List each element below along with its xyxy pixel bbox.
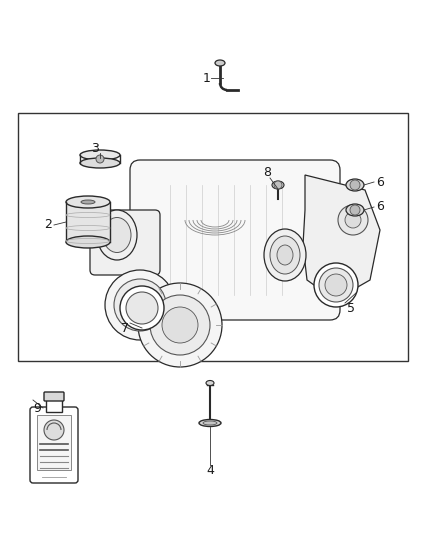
- Bar: [46, 398, 62, 412]
- Circle shape: [274, 181, 282, 189]
- FancyBboxPatch shape: [30, 407, 78, 483]
- Text: 4: 4: [206, 464, 214, 477]
- Circle shape: [44, 420, 64, 440]
- Ellipse shape: [80, 158, 120, 168]
- Circle shape: [124, 289, 156, 321]
- Ellipse shape: [346, 179, 364, 191]
- Ellipse shape: [277, 245, 293, 265]
- Bar: [66, 202, 110, 242]
- Ellipse shape: [206, 381, 214, 385]
- Text: 1: 1: [203, 71, 211, 85]
- Text: 6: 6: [376, 200, 384, 214]
- Ellipse shape: [346, 204, 364, 216]
- Text: 2: 2: [44, 219, 52, 231]
- Polygon shape: [303, 175, 380, 300]
- Circle shape: [314, 263, 358, 307]
- Circle shape: [325, 274, 347, 296]
- Text: 9: 9: [33, 401, 41, 415]
- Text: 3: 3: [91, 141, 99, 155]
- Circle shape: [162, 307, 198, 343]
- Circle shape: [138, 283, 222, 367]
- Circle shape: [126, 292, 158, 324]
- Circle shape: [96, 155, 104, 163]
- Ellipse shape: [215, 60, 225, 66]
- Ellipse shape: [103, 217, 131, 253]
- Bar: [37, 415, 71, 470]
- Ellipse shape: [97, 210, 137, 260]
- Text: 5: 5: [347, 302, 355, 314]
- Text: 8: 8: [263, 166, 271, 180]
- Ellipse shape: [270, 236, 300, 274]
- Ellipse shape: [80, 150, 120, 160]
- FancyBboxPatch shape: [44, 392, 64, 401]
- Ellipse shape: [203, 421, 217, 425]
- Ellipse shape: [66, 236, 110, 248]
- Circle shape: [120, 286, 164, 330]
- Ellipse shape: [81, 200, 95, 204]
- Ellipse shape: [199, 419, 221, 426]
- Ellipse shape: [264, 229, 306, 281]
- Bar: [18, 113, 408, 361]
- Circle shape: [338, 205, 368, 235]
- FancyBboxPatch shape: [90, 210, 160, 275]
- Circle shape: [319, 268, 353, 302]
- Circle shape: [105, 270, 175, 340]
- Text: 7: 7: [121, 321, 129, 335]
- Circle shape: [114, 279, 166, 331]
- Ellipse shape: [272, 181, 284, 189]
- Text: 6: 6: [376, 175, 384, 189]
- Circle shape: [345, 212, 361, 228]
- FancyBboxPatch shape: [130, 160, 340, 320]
- Ellipse shape: [66, 196, 110, 208]
- Circle shape: [350, 180, 360, 190]
- Circle shape: [350, 205, 360, 215]
- Circle shape: [150, 295, 210, 355]
